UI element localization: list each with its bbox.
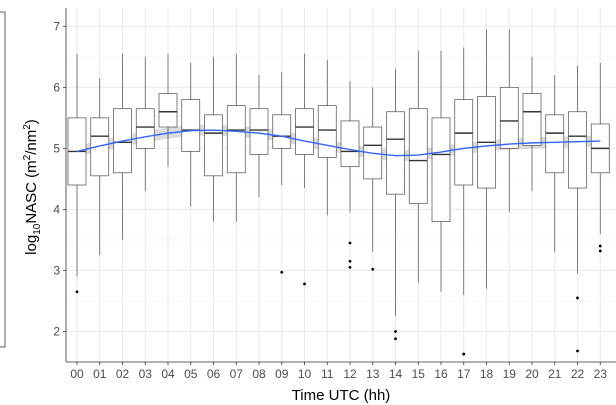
adjacent-panel-edge <box>0 11 6 348</box>
y-tick-label: 6 <box>53 80 60 94</box>
outlier-point <box>394 330 397 333</box>
box-rect <box>386 111 405 195</box>
box-rect <box>499 86 519 149</box>
box-rect <box>454 99 474 186</box>
outlier-point <box>576 296 579 300</box>
x-tick-label: 16 <box>434 367 448 381</box>
x-tick-label: 17 <box>457 367 471 381</box>
x-tick-label: 23 <box>594 367 608 381</box>
box-rect <box>226 105 246 174</box>
outlier-point <box>371 267 375 271</box>
y-axis-title-suffix: ) <box>23 119 40 124</box>
y-axis-title-sup1: 2 <box>22 154 33 160</box>
x-tick-label: 05 <box>184 367 198 381</box>
y-axis-title: log10NASC (m2/nm2) <box>22 119 43 255</box>
box-rect <box>272 114 292 149</box>
box-15 <box>408 50 428 283</box>
x-tick-label: 20 <box>525 367 539 381</box>
box-rect <box>181 99 201 152</box>
outlier-point <box>576 349 579 353</box>
box-rect <box>340 120 360 168</box>
x-tick-label: 07 <box>230 367 244 381</box>
box-22 <box>568 65 587 353</box>
y-axis-title-mid: /nm <box>23 130 40 155</box>
x-tick-label: 21 <box>548 367 562 381</box>
box-rect <box>158 93 178 128</box>
box-rect <box>249 108 269 155</box>
box-21 <box>545 75 565 253</box>
outlier-point <box>348 265 352 269</box>
outlier-point <box>598 244 602 248</box>
box-16 <box>431 50 451 292</box>
grid <box>66 8 616 362</box>
y-axis-title-sub: 10 <box>32 223 43 235</box>
y-tick-label: 5 <box>53 141 60 155</box>
x-tick-label: 13 <box>366 367 380 381</box>
y-axis-title-log: log <box>23 235 40 255</box>
x-tick-label: 10 <box>298 367 312 381</box>
box-08 <box>249 75 269 198</box>
box-rect <box>431 117 451 222</box>
box-rect <box>204 114 223 177</box>
x-tick-label: 18 <box>480 367 494 381</box>
x-tick-label: 19 <box>503 367 517 381</box>
outlier-point <box>598 249 602 253</box>
box-07 <box>226 53 246 222</box>
smooth-line <box>76 129 601 157</box>
box-20 <box>522 56 542 192</box>
x-tick-label: 22 <box>571 367 585 381</box>
box-18 <box>477 29 496 289</box>
box-rect <box>522 93 542 146</box>
y-tick-label: 7 <box>53 19 60 33</box>
box-rect <box>295 108 314 155</box>
box-23 <box>590 62 610 253</box>
box-rect <box>135 108 155 149</box>
panel-background <box>66 8 616 362</box>
boxes <box>67 29 610 356</box>
smooth-line-group <box>76 129 601 157</box>
outlier-point <box>394 337 397 341</box>
x-tick-label: 12 <box>343 367 357 381</box>
outlier-point <box>462 352 466 356</box>
box-03 <box>135 56 155 192</box>
x-tick-label: 11 <box>321 367 334 381</box>
x-tick-label: 06 <box>207 367 221 381</box>
box-17 <box>454 47 474 356</box>
x-tick-label: 02 <box>116 367 130 381</box>
box-19 <box>499 29 519 213</box>
x-axis-title: Time UTC (hh) <box>292 387 391 404</box>
y-axis-title-main: NASC (m <box>23 160 40 223</box>
y-tick-label: 4 <box>53 202 60 216</box>
x-tick-label: 09 <box>275 367 289 381</box>
x-tick-label: 00 <box>70 367 84 381</box>
box-rect <box>545 114 565 174</box>
outlier-point <box>280 270 284 274</box>
box-12 <box>340 81 360 269</box>
box-01 <box>90 78 110 256</box>
x-tick-label: 03 <box>139 367 153 381</box>
box-10 <box>295 53 314 286</box>
outlier-point <box>348 259 352 263</box>
outlier-point <box>348 241 352 245</box>
outlier-point <box>75 290 79 294</box>
x-tick-label: 14 <box>389 367 403 381</box>
box-14 <box>386 69 405 341</box>
y-axis-title-sup2: 2 <box>22 124 33 130</box>
box-rect <box>568 111 587 189</box>
box-rect <box>317 105 337 158</box>
box-rect <box>90 117 110 177</box>
x-tick-label: 08 <box>252 367 266 381</box>
y-tick-label: 2 <box>53 324 60 338</box>
x-tick-label: 04 <box>161 367 175 381</box>
box-rect <box>408 108 428 204</box>
x-tick-label: 01 <box>93 367 107 381</box>
x-tick-label: 15 <box>412 367 426 381</box>
outlier-point <box>303 282 306 286</box>
y-tick-label: 3 <box>53 263 60 277</box>
